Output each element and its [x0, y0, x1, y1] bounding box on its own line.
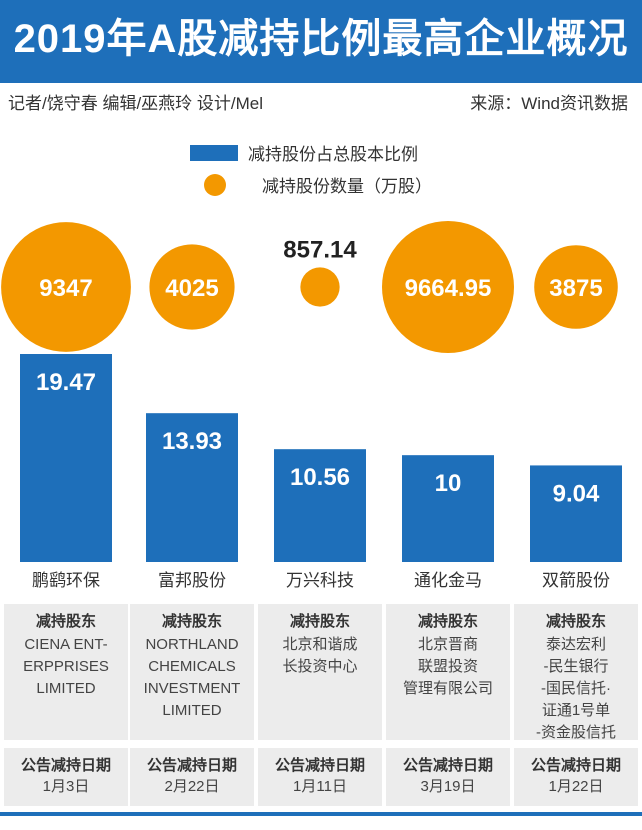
date-header: 公告减持日期	[530, 757, 621, 774]
category-label: 双箭股份	[542, 571, 610, 590]
bar-value-label: 9.04	[553, 480, 600, 507]
bar	[146, 413, 238, 562]
holder-panel: 减持股东北京和谐成 长投资中心	[258, 604, 382, 740]
holder-panel: 减持股东 CIENA ENT- ERPPRISES LIMITED	[4, 604, 128, 740]
date-header: 公告减持日期	[402, 757, 493, 774]
category-label: 万兴科技	[286, 571, 354, 590]
announcement-date: 3月19日	[420, 778, 476, 795]
holder-header: 减持股东	[161, 613, 222, 630]
bubble	[382, 221, 514, 353]
legend-bar-label: 减持股份占总股本比例	[248, 145, 418, 164]
date-panel: 公告减持日期 1月3日	[4, 748, 128, 806]
date-header: 公告减持日期	[274, 757, 365, 774]
holder-name: 泰达宏利 -民生银行 -国民信托· 证通1号单 -资金股信托	[536, 636, 616, 741]
date-header: 公告减持日期	[146, 757, 237, 774]
bubble	[1, 222, 131, 352]
title-banner: 2019年A股减持比例最高企业概况	[0, 0, 642, 80]
bar-value-label: 10	[435, 470, 462, 497]
legend-bubble-label: 减持股份数量（万股）	[262, 177, 432, 196]
bubble-value-label: 857.14	[283, 236, 357, 263]
bar-value-label: 10.56	[290, 464, 350, 491]
bar	[402, 455, 494, 562]
category-label: 通化金马	[414, 571, 482, 590]
holder-header: 减持股东	[35, 613, 96, 630]
holder-panel: 减持股东泰达宏利 -民生银行 -国民信托· 证通1号单 -资金股信托	[514, 604, 638, 741]
bubble	[534, 245, 618, 329]
bubble-value-label: 4025	[165, 275, 218, 302]
holder-panel: 减持股东 NORTHLAND CHEMICALS INVESTMENT LIMIT…	[130, 604, 254, 740]
legend-bar-entry: 减持股份占总股本比例	[190, 140, 418, 165]
holder-name: 北京和谐成 长投资中心	[282, 636, 358, 675]
bubble-value-label: 9664.95	[405, 275, 492, 302]
announcement-date: 1月3日	[42, 778, 90, 795]
holder-name: 北京晋商 联盟投资 管理有限公司	[402, 636, 493, 697]
category-label: 鹏鹞环保	[32, 571, 100, 590]
announcement-date: 2月22日	[164, 778, 220, 795]
bubble	[300, 267, 340, 307]
holder-header: 减持股东	[289, 613, 350, 630]
category-labels: 鹏鹞环保 富邦股份 万兴科技 通化金马 双箭股份	[0, 566, 642, 600]
bubble-value-label: 3875	[549, 275, 602, 302]
holder-name: CIENA ENT- ERPPRISES LIMITED	[23, 636, 109, 697]
category-label: 富邦股份	[158, 571, 226, 590]
bar	[20, 354, 112, 562]
header-divider	[0, 80, 642, 83]
bar	[274, 449, 366, 562]
date-panel: 公告减持日期 3月19日	[386, 748, 510, 806]
bubble	[149, 244, 235, 330]
footer-divider	[0, 812, 642, 816]
date-panel: 公告减持日期 1月22日	[514, 748, 638, 806]
bubble-value-label: 9347	[39, 275, 92, 302]
credits: 记者/饶守春 编辑/巫燕玲 设计/Mel	[8, 94, 264, 113]
bar-value-label: 13.93	[162, 428, 222, 455]
bar-value-label: 19.47	[36, 369, 96, 396]
holder-header: 减持股东	[417, 613, 478, 630]
page-title: 2019年A股减持比例最高企业概况	[13, 17, 629, 61]
legend-bubble-dot	[204, 173, 226, 196]
legend-bubble-entry: 减持股份数量（万股）	[190, 172, 432, 197]
holder-header: 减持股东	[545, 613, 606, 630]
date-panel: 公告减持日期 1月11日	[258, 748, 382, 806]
announcement-date: 1月11日	[293, 778, 347, 795]
announcement-date: 1月22日	[548, 778, 604, 795]
holder-name: NORTHLAND CHEMICALS INVESTMENT LIMITED	[143, 636, 241, 719]
legend-bar-swatch	[190, 144, 238, 161]
source-note: 来源：Wind资讯数据	[470, 94, 628, 113]
chart-area: 19.47 9347 13.93 4025 10.56 857.14 10 9664.95 9.…	[1, 221, 622, 562]
date-panel: 公告减持日期 2月22日	[130, 748, 254, 806]
holder-panel: 减持股东北京晋商 联盟投资 管理有限公司	[386, 604, 510, 740]
bar	[530, 465, 622, 562]
date-header: 公告减持日期	[20, 757, 111, 774]
